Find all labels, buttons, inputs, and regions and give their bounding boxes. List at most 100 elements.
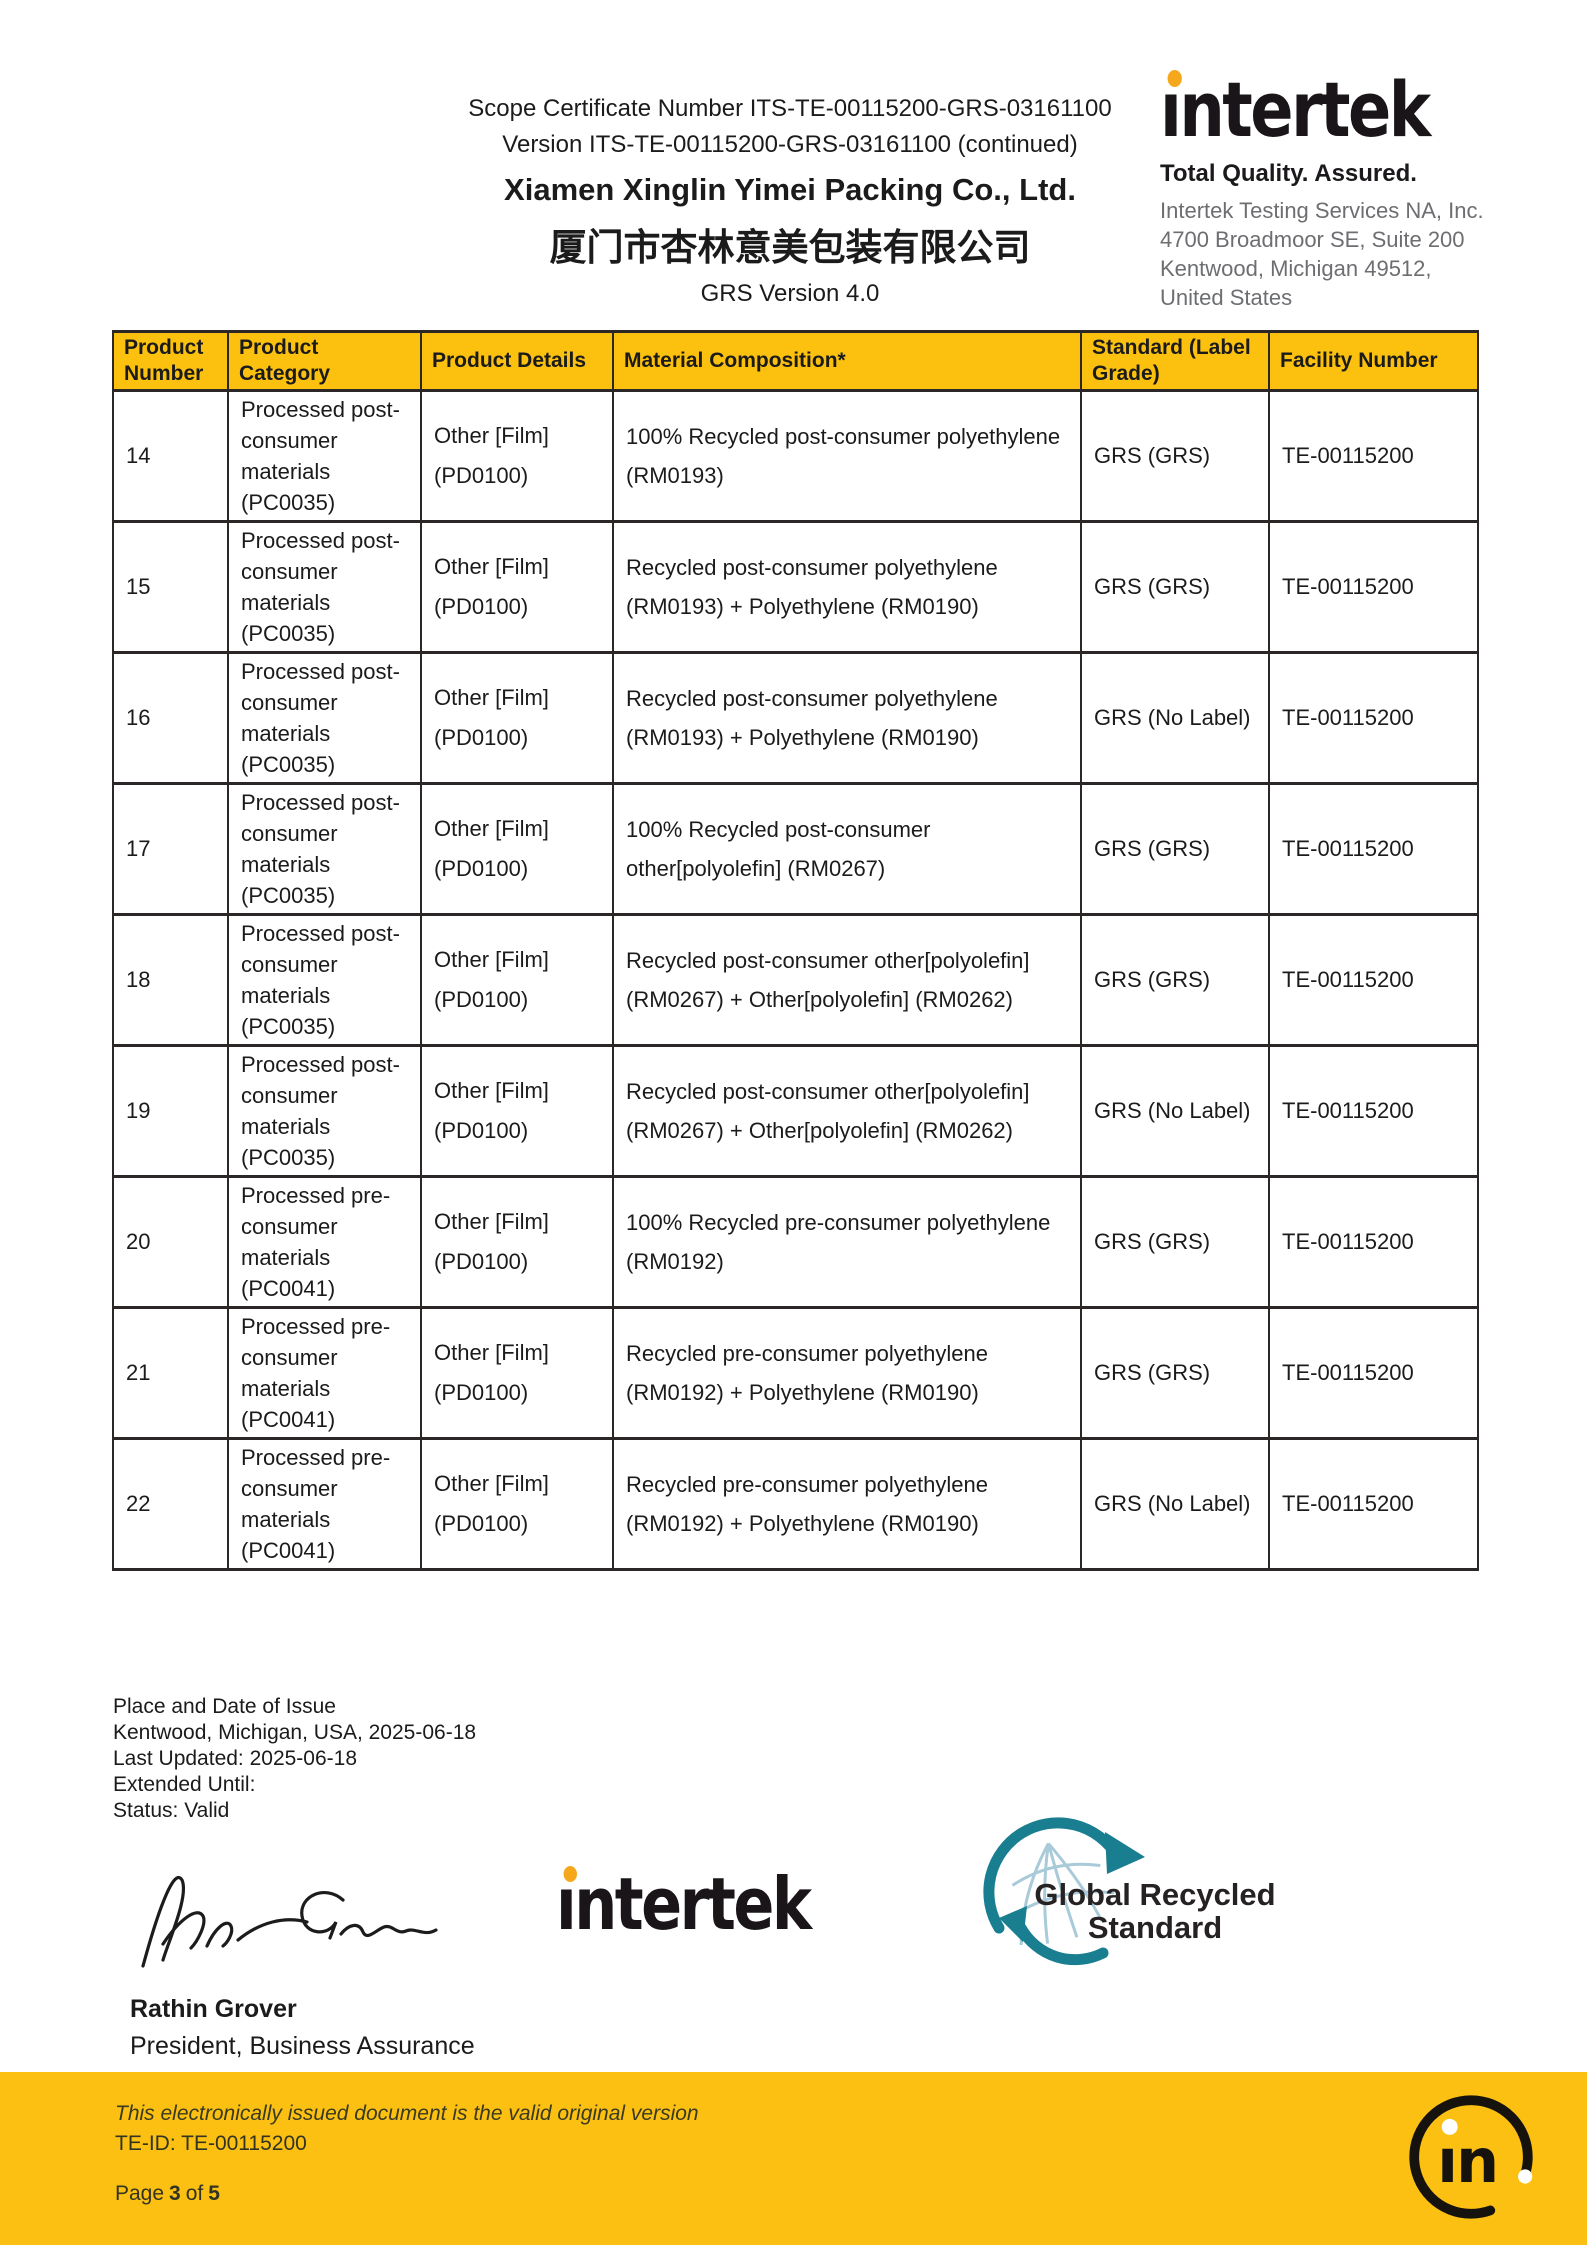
cell-standard-label-grade: GRS (No Label): [1080, 1437, 1270, 1571]
grs-logo-line2: Standard: [1087, 1910, 1223, 1945]
intertek-address: Intertek Testing Services NA, Inc. 4700 …: [1160, 198, 1484, 310]
table-row: 15 Processed post- consumer materials (P…: [112, 520, 1479, 654]
cell-facility-number: TE-00115200: [1268, 651, 1479, 785]
product-table-body: 14 Processed post- consumer materials (P…: [112, 389, 1479, 1571]
cell-product-details: Other [Film] (PD0100): [420, 1044, 614, 1178]
intertek-logo-block: ıntertek Total Quality. Assured. Interte…: [1160, 70, 1490, 312]
table-row: 21 Processed pre- consumer materials (PC…: [112, 1306, 1479, 1440]
cell-facility-number: TE-00115200: [1268, 913, 1479, 1047]
page-total: 5: [208, 2182, 220, 2205]
page-label: Page: [115, 2182, 165, 2205]
cell-product-number: 21: [112, 1306, 229, 1440]
cell-product-category: Processed post- consumer materials (PC00…: [227, 520, 422, 654]
cell-material-composition: Recycled post-consumer polyethylene (RM0…: [612, 651, 1082, 785]
cell-product-category: Processed pre- consumer materials (PC004…: [227, 1175, 422, 1309]
col-header-product-number: Product Number: [112, 330, 229, 392]
cell-product-category: Processed post- consumer materials (PC00…: [227, 913, 422, 1047]
intertek-tagline: Total Quality. Assured.: [1160, 160, 1417, 187]
grs-version: GRS Version 4.0: [700, 280, 880, 307]
col-header-product-category: Product Category: [227, 330, 422, 392]
table-header-row: Product Number Product Category Product …: [112, 330, 1479, 392]
table-row: 17 Processed post- consumer materials (P…: [112, 782, 1479, 916]
table-row: 16 Processed post- consumer materials (P…: [112, 651, 1479, 785]
cell-product-number: 20: [112, 1175, 229, 1309]
col-header-standard: Standard (Label Grade): [1080, 330, 1270, 392]
signer-name: Rathin Grover: [130, 1995, 297, 2023]
cell-material-composition: Recycled post-consumer other[polyolefin]…: [612, 913, 1082, 1047]
cell-material-composition: Recycled pre-consumer polyethylene (RM01…: [612, 1306, 1082, 1440]
cell-product-number: 15: [112, 520, 229, 654]
certificate-header: Scope Certificate Number ITS-TE-00115200…: [300, 95, 1280, 308]
cell-product-details: Other [Film] (PD0100): [420, 389, 614, 523]
footer-page-number: Page 3 of 5: [115, 2182, 225, 2206]
cell-facility-number: TE-00115200: [1268, 520, 1479, 654]
svg-text:ın: ın: [1437, 2127, 1497, 2197]
signer-title: President, Business Assurance: [130, 2032, 475, 2060]
intertek-footer-logo: ıntertek: [556, 1866, 858, 1940]
table-row: 20 Processed pre- consumer materials (PC…: [112, 1175, 1479, 1309]
table-row: 14 Processed post- consumer materials (P…: [112, 389, 1479, 523]
table-row: 18 Processed post- consumer materials (P…: [112, 913, 1479, 1047]
cell-product-category: Processed post- consumer materials (PC00…: [227, 389, 422, 523]
cell-product-number: 19: [112, 1044, 229, 1178]
col-header-facility-number: Facility Number: [1268, 330, 1479, 392]
intertek-wordmark-text: ıntertek: [556, 1862, 812, 1946]
cell-product-number: 16: [112, 651, 229, 785]
cell-product-details: Other [Film] (PD0100): [420, 1437, 614, 1571]
cell-product-category: Processed pre- consumer materials (PC004…: [227, 1437, 422, 1571]
footer-validity-note: This electronically issued document is t…: [115, 2102, 699, 2125]
cell-product-details: Other [Film] (PD0100): [420, 913, 614, 1047]
global-recycled-standard-logo: Global Recycled Standard: [975, 1812, 1285, 1972]
cell-standard-label-grade: GRS (GRS): [1080, 1175, 1270, 1309]
signer-block: Rathin Grover President, Business Assura…: [130, 1995, 475, 2061]
cell-product-details: Other [Film] (PD0100): [420, 651, 614, 785]
company-name-english: Xiamen Xinglin Yimei Packing Co., Ltd.: [504, 172, 1076, 207]
footer-te-id: TE-ID: TE-00115200: [115, 2132, 307, 2155]
certificate-version: Version ITS-TE-00115200-GRS-03161100 (co…: [502, 131, 1078, 158]
cell-material-composition: Recycled post-consumer polyethylene (RM0…: [612, 520, 1082, 654]
cell-standard-label-grade: GRS (No Label): [1080, 1044, 1270, 1178]
cell-facility-number: TE-00115200: [1268, 1044, 1479, 1178]
cell-product-number: 14: [112, 389, 229, 523]
col-header-material-composition: Material Composition*: [612, 330, 1082, 392]
grs-logo-line1: Global Recycled: [1034, 1877, 1276, 1912]
cell-product-details: Other [Film] (PD0100): [420, 520, 614, 654]
intertek-wordmark-icon: ıntertek: [1160, 70, 1431, 148]
grs-globe-arrows-icon: [983, 1817, 1145, 1966]
cell-material-composition: Recycled pre-consumer polyethylene (RM01…: [612, 1437, 1082, 1571]
cell-facility-number: TE-00115200: [1268, 1175, 1479, 1309]
cell-material-composition: 100% Recycled post-consumer other[polyol…: [612, 782, 1082, 916]
cell-product-category: Processed post- consumer materials (PC00…: [227, 782, 422, 916]
intertek-wordmark-text: ıntertek: [1160, 65, 1431, 154]
cell-product-number: 17: [112, 782, 229, 916]
cell-standard-label-grade: GRS (GRS): [1080, 782, 1270, 916]
cell-product-details: Other [Film] (PD0100): [420, 1306, 614, 1440]
cell-standard-label-grade: GRS (GRS): [1080, 913, 1270, 1047]
company-name-chinese: 厦门市杏林意美包装有限公司: [549, 227, 1031, 268]
col-header-product-details: Product Details: [420, 330, 614, 392]
cell-standard-label-grade: GRS (No Label): [1080, 651, 1270, 785]
cell-facility-number: TE-00115200: [1268, 1306, 1479, 1440]
cell-product-category: Processed post- consumer materials (PC00…: [227, 651, 422, 785]
page-of-label: of: [185, 2182, 204, 2205]
cell-product-details: Other [Film] (PD0100): [420, 1175, 614, 1309]
cell-facility-number: TE-00115200: [1268, 389, 1479, 523]
signature-image: [141, 1876, 438, 1968]
cell-material-composition: 100% Recycled pre-consumer polyethylene …: [612, 1175, 1082, 1309]
product-table: Product Number Product Category Product …: [112, 330, 1479, 1571]
page-current: 3: [169, 2182, 181, 2205]
cell-product-number: 18: [112, 913, 229, 1047]
table-row: 19 Processed post- consumer materials (P…: [112, 1044, 1479, 1178]
cell-material-composition: Recycled post-consumer other[polyolefin]…: [612, 1044, 1082, 1178]
footer-band: This electronically issued document is t…: [0, 2072, 1587, 2245]
cell-standard-label-grade: GRS (GRS): [1080, 520, 1270, 654]
scope-certificate-number: Scope Certificate Number ITS-TE-00115200…: [468, 95, 1112, 122]
cell-product-category: Processed post- consumer materials (PC00…: [227, 1044, 422, 1178]
intertek-wordmark-icon: ıntertek: [556, 1866, 812, 1940]
cell-material-composition: 100% Recycled post-consumer polyethylene…: [612, 389, 1082, 523]
cell-standard-label-grade: GRS (GRS): [1080, 389, 1270, 523]
cell-product-details: Other [Film] (PD0100): [420, 782, 614, 916]
table-row: 22 Processed pre- consumer materials (PC…: [112, 1437, 1479, 1571]
cell-product-number: 22: [112, 1437, 229, 1571]
